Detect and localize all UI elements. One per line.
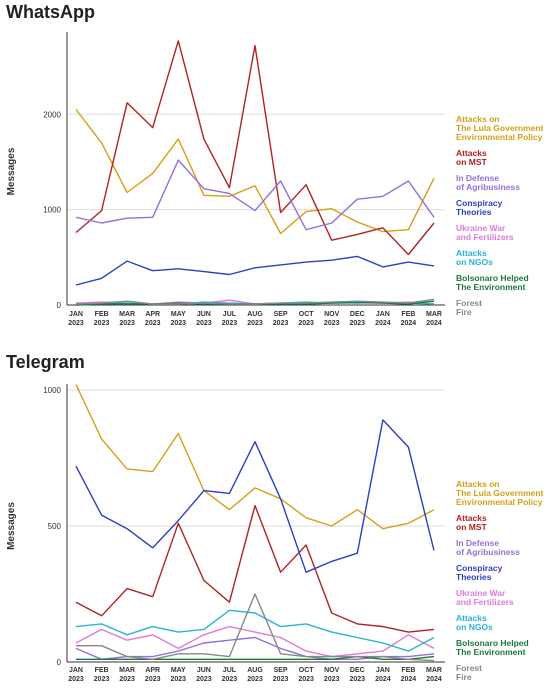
x-tick-label: MAR 2023 <box>119 667 135 683</box>
legend-entry-attacks-on-ngos: Attacks on NGOs <box>456 248 493 267</box>
x-tick-label: JAN 2023 <box>68 667 84 683</box>
series-line-forest-fire <box>76 593 435 662</box>
y-tick-label: 500 <box>48 522 62 531</box>
y-tick-label: 0 <box>57 658 62 667</box>
whatsapp-line-chart: 0 1000 2000 Messages JAN 2023 FEB 2023 MAR 2023 AP… <box>6 32 544 327</box>
x-tick-label: NOV 2023 <box>324 667 340 683</box>
x-tick-label: FEB 2024 <box>401 667 417 683</box>
x-tick-label: AUG 2023 <box>247 311 263 327</box>
x-tick-label: MAR 2023 <box>119 311 135 327</box>
series-line-forest-fire <box>75 298 435 305</box>
legend-entry-conspiracy-theories: Conspiracy Theories <box>456 563 503 582</box>
x-tick-label: MAR 2024 <box>426 311 442 327</box>
x-tick-label: MAR 2024 <box>426 667 442 683</box>
x-tick-label: JUN 2023 <box>196 311 212 327</box>
series-line-bolsonaro-helped-the-environment <box>76 655 435 660</box>
x-tick-label: JAN 2024 <box>375 311 391 327</box>
legend-entry-conspiracy-theories: Conspiracy Theories <box>456 198 503 217</box>
x-tick-label: APR 2023 <box>145 667 161 683</box>
x-tick-label: AUG 2023 <box>247 667 263 683</box>
x-tick-label: MAY 2023 <box>170 667 186 683</box>
series-line-attacks-on-the-lula-government-environmental-policy <box>75 384 435 530</box>
telegram-chart-title: Telegram <box>6 352 85 372</box>
legend-entry-attacks-on-mst: Attacks on MST <box>456 148 487 167</box>
x-tick-label: JUL 2023 <box>222 667 238 683</box>
y-tick-label: 1000 <box>43 206 61 215</box>
telegram-line-chart: 0 500 1000 Messages JAN 2023 FEB 2023 MAR 2023 APR… <box>6 384 544 683</box>
x-tick-label: NOV 2023 <box>324 311 340 327</box>
x-tick-label: JUN 2023 <box>196 667 212 683</box>
x-tick-label: FEB 2023 <box>94 667 110 683</box>
y-tick-label: 0 <box>57 301 62 310</box>
legend-entry-bolsonaro-helped-the-environment: Bolsonaro Helped The Environment <box>456 273 529 292</box>
legend-entry-in-defense-of-agribusiness: In Defense of Agribusiness <box>456 538 520 557</box>
series-line-attacks-on-the-lula-government-environmental-policy <box>75 109 435 235</box>
x-tick-label: MAY 2023 <box>170 311 186 327</box>
legend-entry-attacks-on-the-lula-government-environmental-policy: Attacks on The Lula Government Environment… <box>456 479 544 507</box>
legend-entry-forest-fire: Forest Fire <box>456 663 482 682</box>
legend-entry-attacks-on-mst: Attacks on MST <box>456 513 487 532</box>
x-tick-label: OCT 2023 <box>298 667 314 683</box>
legend-entry-attacks-on-ngos: Attacks on NGOs <box>456 613 493 632</box>
legend-entry-attacks-on-the-lula-government-environmental-policy: Attacks on The Lula Government Environment… <box>456 114 544 142</box>
x-tick-label: OCT 2023 <box>298 311 314 327</box>
series-line-attacks-on-mst <box>75 40 435 256</box>
x-tick-label: JAN 2024 <box>375 667 391 683</box>
legend-entry-forest-fire: Forest Fire <box>456 298 482 317</box>
series-line-attacks-on-mst <box>75 504 435 633</box>
legend-entry-in-defense-of-agribusiness: In Defense of Agribusiness <box>456 173 520 192</box>
y-axis-label: Messages <box>6 502 17 550</box>
x-tick-label: DEC 2023 <box>349 311 365 327</box>
series-line-in-defense-of-agribusiness <box>75 159 435 231</box>
x-tick-label: SEP 2023 <box>273 667 289 683</box>
y-tick-label: 2000 <box>43 110 61 119</box>
x-tick-label: JUL 2023 <box>222 311 238 327</box>
series-line-conspiracy-theories <box>75 255 435 286</box>
legend-entry-ukraine-war-and-fertilizers: Ukraine War and Fertilizers <box>456 223 514 242</box>
series-line-attacks-on-ngos <box>75 609 435 652</box>
legend-entry-ukraine-war-and-fertilizers: Ukraine War and Fertilizers <box>456 588 514 607</box>
x-tick-label: APR 2023 <box>145 311 161 327</box>
y-tick-label: 1000 <box>43 386 61 395</box>
y-axis-label: Messages <box>6 147 17 195</box>
x-tick-label: JAN 2023 <box>68 311 84 327</box>
x-tick-label: SEP 2023 <box>273 311 289 327</box>
series-line-in-defense-of-agribusiness <box>75 636 435 660</box>
whatsapp-chart-title: WhatsApp <box>6 2 95 22</box>
legend-entry-bolsonaro-helped-the-environment: Bolsonaro Helped The Environment <box>456 638 529 657</box>
series-line-conspiracy-theories <box>75 419 435 573</box>
x-tick-label: FEB 2023 <box>94 311 110 327</box>
x-tick-label: DEC 2023 <box>349 667 365 683</box>
series-line-ukraine-war-and-fertilizers <box>75 625 435 658</box>
x-tick-label: FEB 2024 <box>401 311 417 327</box>
